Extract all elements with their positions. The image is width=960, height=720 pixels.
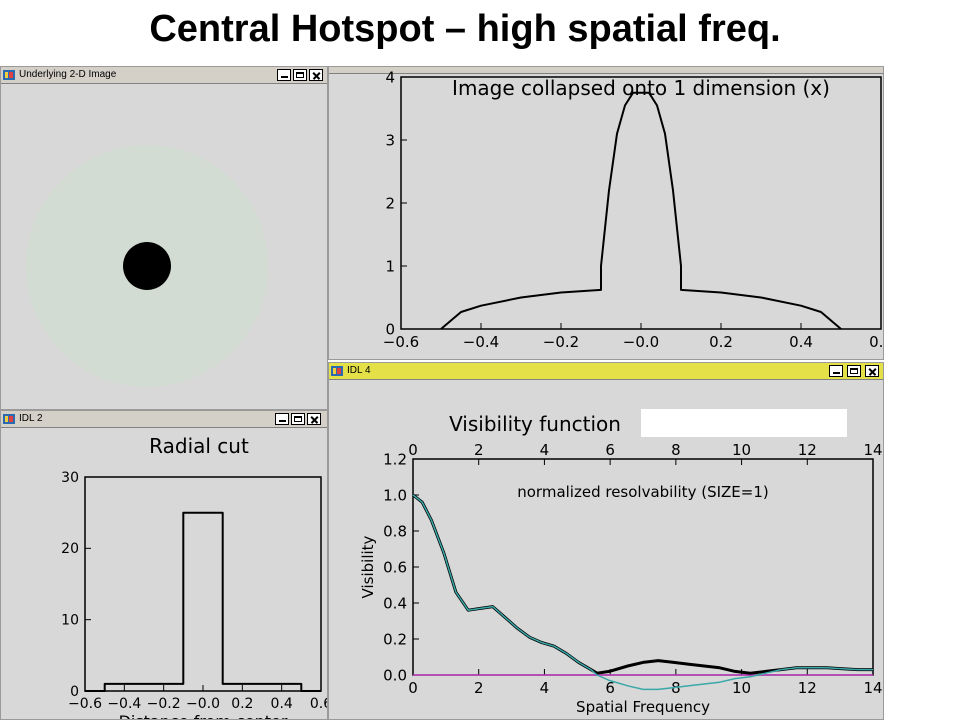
- x-tick-label: −0.6: [68, 696, 102, 712]
- collapsed-window-titlebar[interactable]: [329, 67, 883, 74]
- image-window-titlebar[interactable]: Underlying 2-D Image: [1, 67, 327, 84]
- x-tick-label: −0.2: [147, 696, 181, 712]
- x-tick-label: 2: [474, 679, 484, 697]
- y-tick-label: 1.2: [383, 450, 407, 468]
- top-tick-label: 12: [798, 441, 817, 459]
- y-tick-label: 1: [385, 257, 395, 275]
- plot-frame: [400, 76, 882, 330]
- radial-plot: −0.6 −0.4 −0.2 −0.0 0.2 0.4 0.6 0 10 20 30 Radial c…: [61, 434, 328, 720]
- top-tick-label: 2: [474, 441, 484, 459]
- x-axis-label: Spatial Frequency: [576, 698, 710, 716]
- idl-app-icon: [3, 414, 15, 424]
- x-tick-label: −0.4: [463, 333, 499, 351]
- window-title: IDL 2: [19, 413, 43, 424]
- x-tick-label: −0.4: [107, 696, 141, 712]
- x-tick-label: 0.4: [271, 696, 293, 712]
- series-line: [412, 493, 873, 675]
- minimize-icon[interactable]: [829, 365, 843, 377]
- x-tick-label: 0.2: [231, 696, 253, 712]
- x-tick-label: 0.6: [869, 333, 884, 351]
- plot-frame: [84, 476, 322, 692]
- y-tick-label: 3: [385, 131, 395, 149]
- x-tick-label: 10: [732, 679, 751, 697]
- top-tick-label: 14: [863, 441, 882, 459]
- window-title: Underlying 2-D Image: [19, 69, 117, 80]
- x-tick-label: 0.4: [789, 333, 813, 351]
- close-icon[interactable]: [865, 365, 879, 377]
- close-icon[interactable]: [309, 69, 323, 81]
- x-tick-label: 0.6: [310, 696, 328, 712]
- top-tick-label: 10: [732, 441, 751, 459]
- y-tick-label: 30: [61, 470, 79, 486]
- x-tick-label: 6: [605, 679, 615, 697]
- x-tick-label: −0.0: [623, 333, 659, 351]
- idl-app-icon: [3, 70, 15, 80]
- x-tick-label: −0.0: [186, 696, 220, 712]
- central-hotspot: [123, 242, 171, 290]
- y-tick-label: 4: [385, 68, 395, 86]
- x-tick-label: 4: [540, 679, 550, 697]
- slide-title: Central Hotspot – high spatial freq.: [149, 8, 781, 50]
- top-tick-label: 4: [540, 441, 550, 459]
- x-tick-label: −0.6: [383, 333, 419, 351]
- chart-title: Radial cut: [149, 434, 249, 458]
- series-line: [412, 494, 873, 691]
- y-axis-label: Visibility: [359, 535, 377, 598]
- image-canvas: [26, 145, 268, 387]
- radial-window-titlebar[interactable]: IDL 2: [1, 411, 327, 428]
- visibility-window-titlebar[interactable]: IDL 4: [329, 363, 883, 380]
- window-title: IDL 4: [347, 365, 371, 376]
- idl-app-icon: [331, 366, 343, 376]
- x-tick-label: 0.2: [709, 333, 733, 351]
- top-tick-label: 0: [408, 441, 418, 459]
- maximize-icon[interactable]: [847, 365, 861, 377]
- x-axis-label: Distance from center: [119, 712, 288, 720]
- maximize-icon[interactable]: [293, 69, 307, 81]
- visibility-plot: 00224466881010121214140.00.20.40.60.81.0…: [359, 412, 883, 716]
- chart-title: Visibility function: [449, 412, 621, 436]
- x-tick-label: −0.2: [543, 333, 579, 351]
- collapsed-plot: −0.6 −0.4 −0.2 −0.0 0.2 0.4 0.6 0 1 2 3 4 Image coll…: [383, 68, 884, 351]
- y-tick-label: 1.0: [383, 486, 407, 504]
- y-tick-label: 0.6: [383, 558, 407, 576]
- minimize-icon[interactable]: [277, 69, 291, 81]
- x-tick-label: 0: [408, 679, 418, 697]
- series-line: [85, 511, 321, 692]
- y-tick-label: 10: [61, 613, 79, 629]
- collapsed-window[interactable]: −0.6 −0.4 −0.2 −0.0 0.2 0.4 0.6 0 1 2 3 4 Image coll…: [328, 66, 884, 360]
- radial-window[interactable]: IDL 2 −0.6 −0.4 −0.2 −0.0 0.2 0.4 0.6 0 10 20 30 Ra…: [0, 410, 328, 720]
- x-tick-label: 12: [798, 679, 817, 697]
- close-icon[interactable]: [307, 413, 321, 425]
- y-tick-label: 2: [385, 194, 395, 212]
- y-tick-label: 0.0: [383, 666, 407, 684]
- y-tick-label: 0: [385, 320, 395, 338]
- y-tick-label: 0: [70, 684, 79, 700]
- chart-title: Image collapsed onto 1 dimension (x): [452, 76, 830, 100]
- top-tick-label: 8: [671, 441, 681, 459]
- y-tick-label: 20: [61, 541, 79, 557]
- image-window[interactable]: Underlying 2-D Image: [0, 66, 328, 410]
- maximize-icon[interactable]: [291, 413, 305, 425]
- y-tick-label: 0.4: [383, 594, 407, 612]
- redaction-box: [641, 409, 847, 437]
- y-tick-label: 0.8: [383, 522, 407, 540]
- y-tick-label: 0.2: [383, 630, 407, 648]
- x-tick-label: 14: [863, 679, 882, 697]
- visibility-window[interactable]: IDL 4 0 0 2 2 4 4 6 6 8 8 10 10 12 12 14 14 0.0 0.2 0.4 0.6…: [328, 362, 884, 720]
- top-axis-label: normalized resolvability (SIZE=1): [517, 483, 768, 501]
- series-line: [440, 91, 842, 330]
- minimize-icon[interactable]: [275, 413, 289, 425]
- top-tick-label: 6: [605, 441, 615, 459]
